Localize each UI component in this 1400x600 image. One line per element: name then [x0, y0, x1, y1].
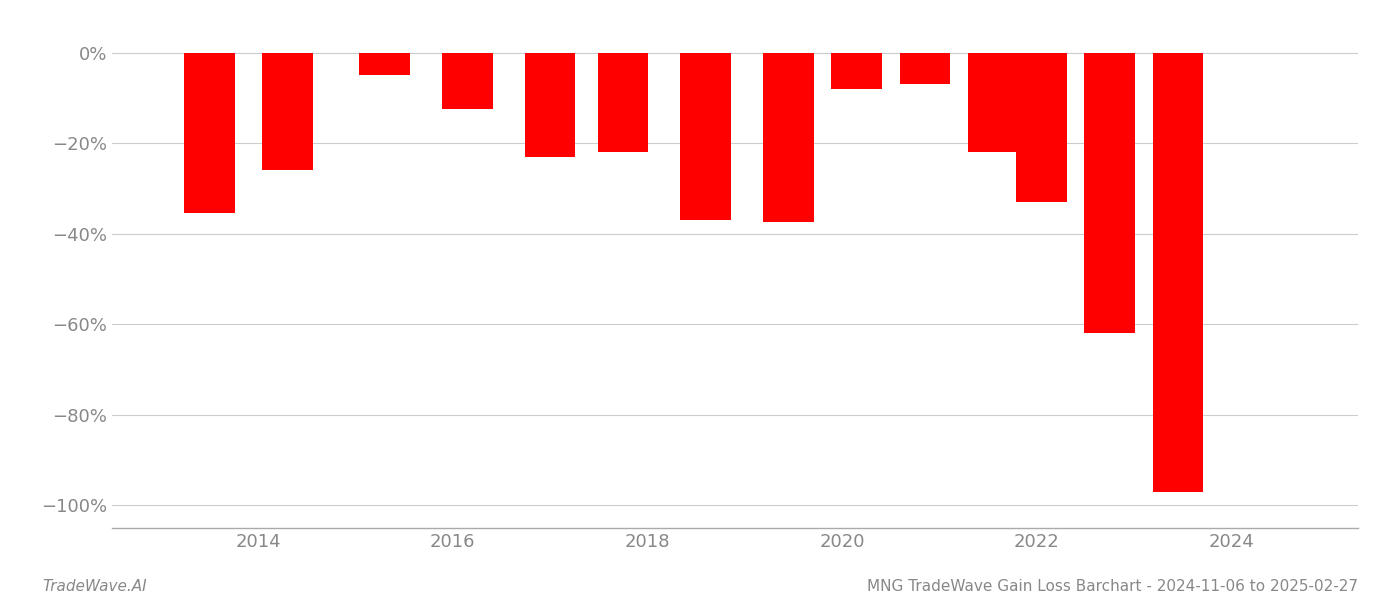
Bar: [598, 53, 648, 152]
Bar: [900, 53, 951, 85]
Bar: [680, 53, 731, 220]
Bar: [1016, 53, 1067, 202]
Bar: [967, 53, 1018, 152]
Text: TradeWave.AI: TradeWave.AI: [42, 579, 147, 594]
Bar: [1152, 53, 1203, 492]
Text: MNG TradeWave Gain Loss Barchart - 2024-11-06 to 2025-02-27: MNG TradeWave Gain Loss Barchart - 2024-…: [867, 579, 1358, 594]
Bar: [763, 53, 813, 223]
Bar: [360, 53, 410, 75]
Bar: [262, 53, 312, 170]
Bar: [442, 53, 493, 109]
Bar: [1085, 53, 1135, 334]
Bar: [525, 53, 575, 157]
Bar: [832, 53, 882, 89]
Bar: [183, 53, 235, 214]
